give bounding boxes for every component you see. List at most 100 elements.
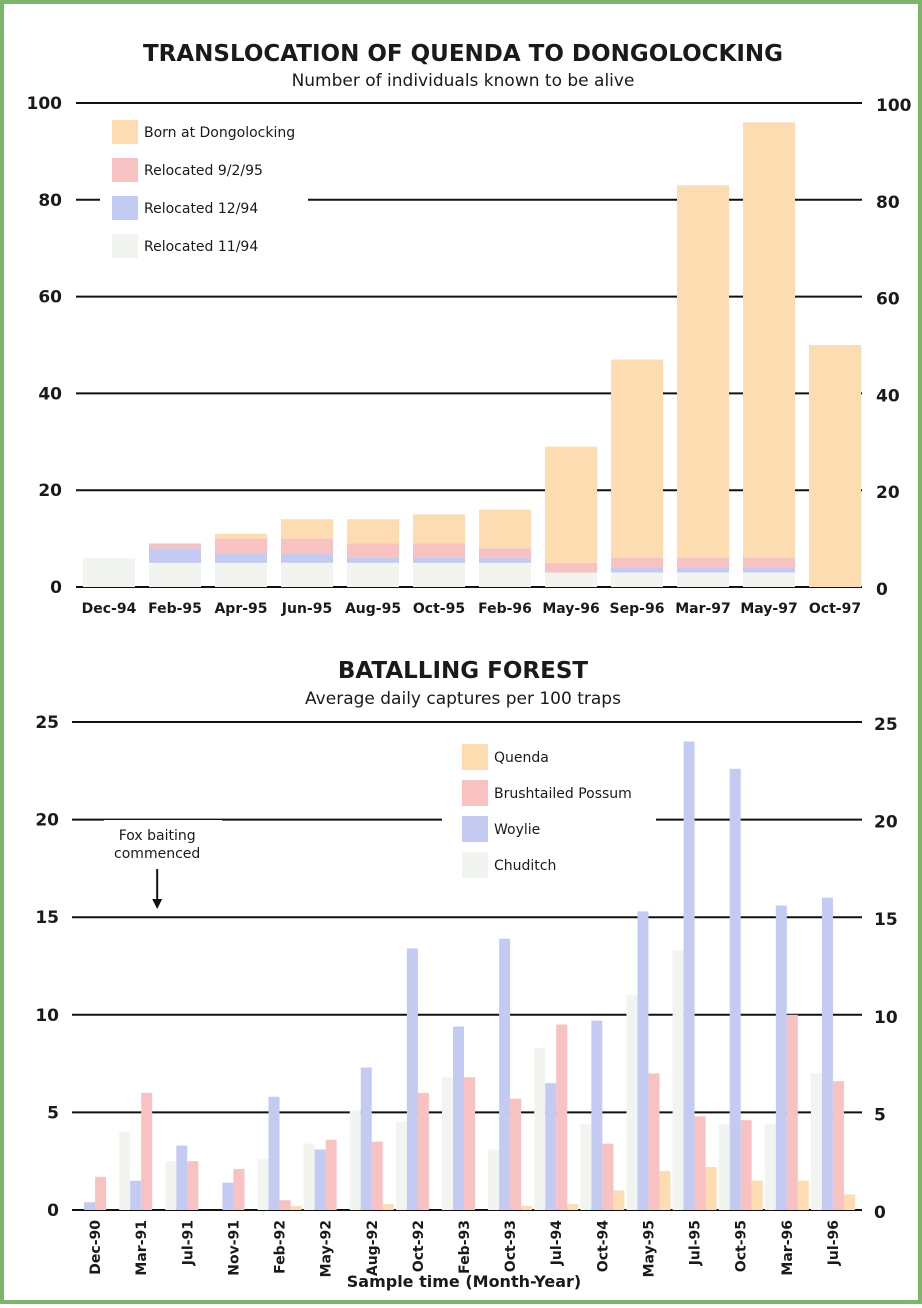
bar-segment [545,572,597,587]
bar [534,1047,546,1210]
bar [290,1206,302,1210]
x-tick-label: Oct-95 [734,1220,750,1272]
y-tick-label-right: 20 [876,483,900,503]
bar [602,1143,614,1210]
bar [510,1098,522,1210]
bar-segment [149,562,201,587]
x-tick-label: May-96 [542,601,599,617]
bar [141,1092,153,1210]
bar [729,768,741,1210]
chart-title: BATALLING FOREST [338,658,589,684]
x-tick-label: Jul-94 [549,1220,565,1267]
bar [257,1159,269,1210]
y-tick-label-right: 0 [874,1203,886,1223]
bar [360,1067,372,1210]
x-tick-label: Feb-93 [457,1220,473,1274]
legend-swatch [112,158,138,182]
x-tick-label: Jul-95 [688,1220,704,1266]
x-tick-label: May-92 [319,1220,335,1277]
bar-segment [215,538,267,554]
bar-segment [677,185,729,558]
y-tick-label: 15 [35,908,59,928]
bar-segment [479,557,531,563]
legend-label: Relocated 9/2/95 [144,163,263,179]
bar [591,1020,603,1210]
bar [694,1116,706,1210]
y-tick-label: 0 [50,578,62,598]
legend-swatch [462,744,488,770]
bar [222,1182,234,1210]
bar [797,1180,809,1210]
legend-swatch [462,816,488,842]
bar [268,1096,280,1210]
bar [499,938,511,1210]
bar [464,1077,475,1210]
bar [84,1202,96,1210]
annotation-text: commenced [114,846,200,862]
bar [314,1149,326,1210]
y-tick-label-right: 100 [876,96,912,116]
bar [751,1180,763,1210]
x-tick-label: Oct-94 [595,1220,611,1272]
bar [740,1120,752,1210]
x-tick-label: Jul-91 [180,1220,196,1266]
x-tick-label: Sep-96 [610,601,665,617]
y-tick-label: 20 [38,481,62,501]
x-tick-label: Apr-95 [214,601,267,617]
tick-labels: 0 0 20 20 40 40 60 60 80 80 100 100 [27,94,912,600]
y-tick-label: 40 [38,384,62,404]
bar [303,1143,315,1210]
x-tick-label: Aug-92 [365,1220,381,1276]
bar-segment [347,562,399,587]
bar [371,1141,383,1210]
bar [395,1122,407,1210]
x-tick-label: Jun-95 [281,601,332,617]
bar-segment [215,533,267,539]
legend-label: Born at Dongolocking [144,125,295,141]
x-tick-label: Oct-97 [809,601,861,617]
bar-segment [413,514,465,544]
bar-segment [281,562,333,587]
annotation-text: Fox baiting [119,828,196,844]
legend-swatch [462,852,488,878]
y-tick-label: 0 [47,1201,59,1221]
legend-label: Chuditch [494,858,556,874]
legend-swatch [112,234,138,258]
x-tick-label: Dec-94 [82,601,137,617]
bar-segment [611,567,663,573]
x-axis-title: Sample time (Month-Year) [347,1272,582,1291]
chart-subtitle: Average daily captures per 100 traps [305,689,621,709]
legend: Born at Dongolocking Relocated 9/2/95 Relo… [100,114,308,264]
y-tick-label-right: 10 [874,1008,898,1028]
bar [786,1014,798,1210]
annotation-background [104,820,222,866]
bar [637,911,649,1210]
y-tick-label-right: 80 [876,193,900,213]
bar-segment [479,509,531,549]
bar [233,1169,245,1210]
bar [775,905,787,1210]
bar [349,1110,361,1210]
bar [821,897,833,1210]
bar-segment [413,543,465,558]
bar-segment [281,553,333,563]
x-tick-label: Jul-96 [826,1220,842,1266]
bar [453,1026,464,1210]
bar-segment [809,345,861,587]
x-tick-label: Oct-93 [503,1220,519,1272]
bar-segment [545,562,597,573]
bar-segment [347,519,399,544]
bar-segment [281,538,333,554]
bar [130,1180,142,1210]
tick-labels: 0 0 5 5 10 10 15 15 20 20 25 25 [35,713,898,1223]
x-tick-label: Aug-95 [345,601,401,617]
bar [488,1149,500,1210]
bar-segment [215,553,267,563]
bar-segment [677,567,729,573]
bar [832,1081,844,1210]
bar [442,1077,453,1210]
bar [659,1170,671,1210]
bar [521,1206,533,1210]
category-labels: Dec-94 Feb-95 Apr-95 Jun-95 Aug-95 Oct-95 Feb-… [82,601,861,617]
bar [95,1176,107,1210]
